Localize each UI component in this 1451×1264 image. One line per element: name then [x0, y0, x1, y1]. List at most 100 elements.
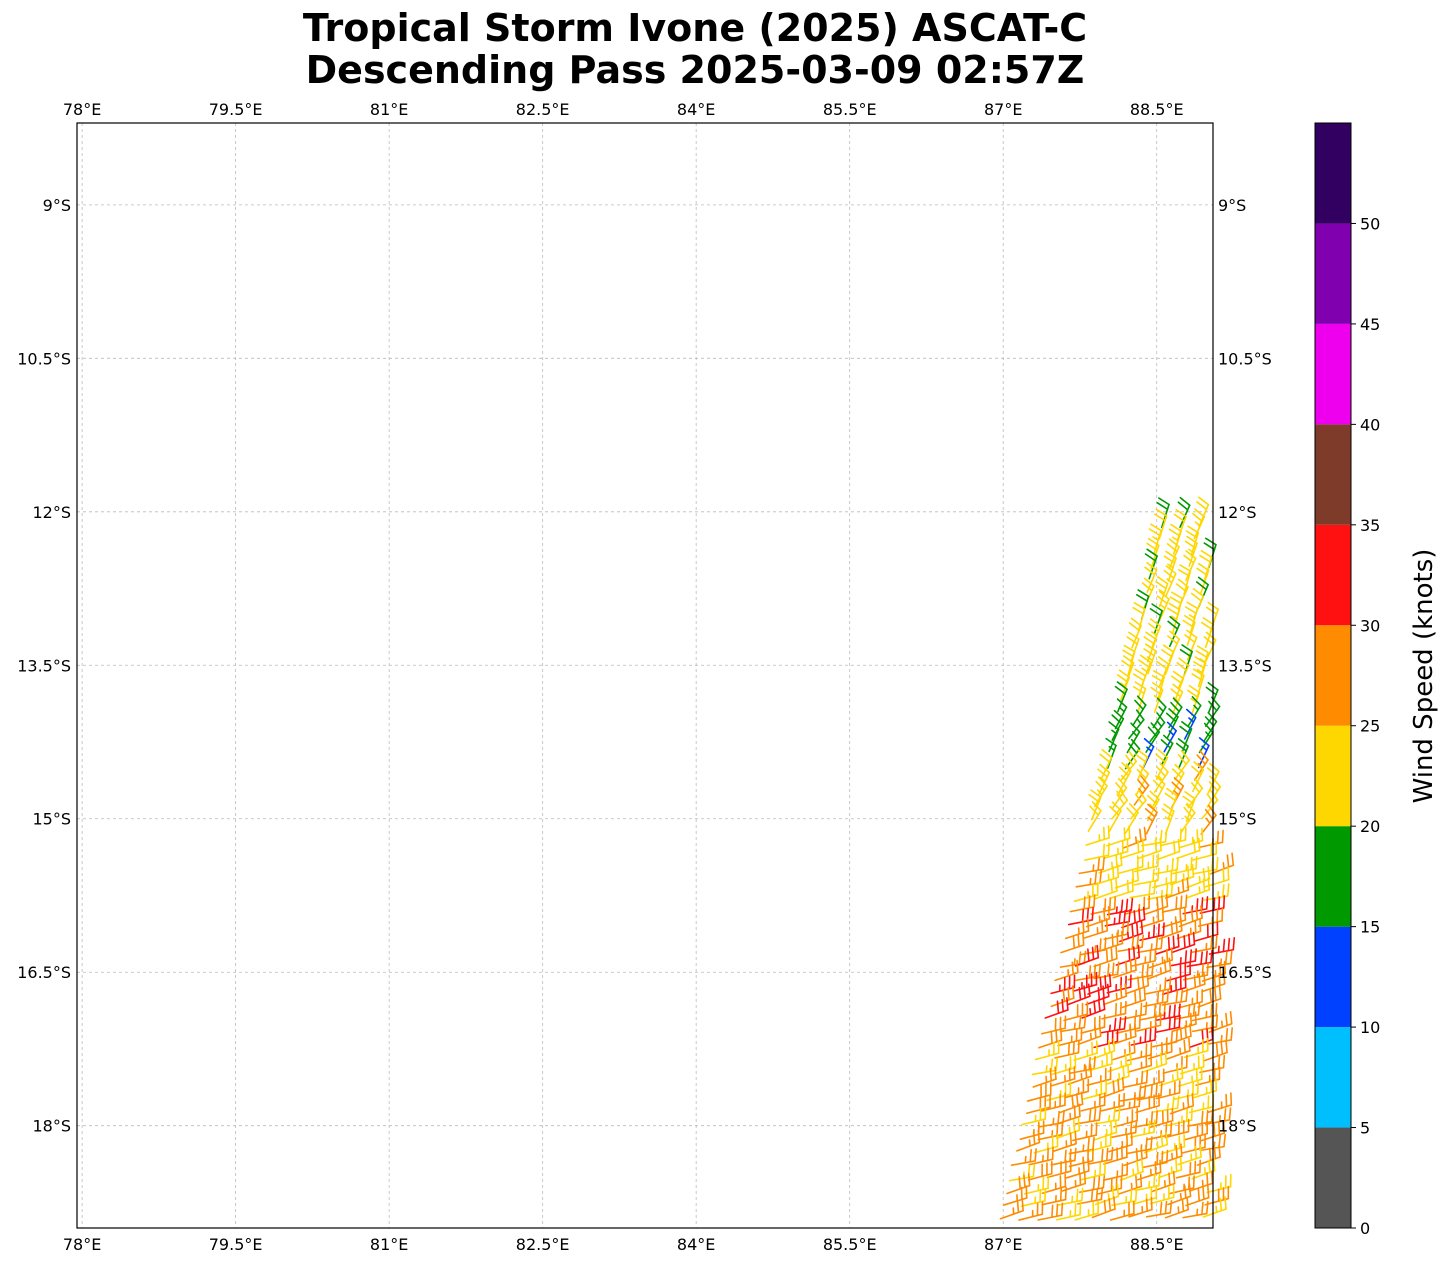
wind-barb-395: [1109, 1200, 1135, 1221]
colorbar-tick-9: 45: [1360, 315, 1380, 334]
wind-barb-254: [1130, 1027, 1157, 1046]
wind-barb-351: [1158, 1143, 1183, 1165]
wind-barb-390: [1018, 1201, 1044, 1221]
wind-barb-151: [1186, 866, 1211, 889]
wind-barb-137: [1078, 856, 1105, 875]
wind-barb-94: [1193, 750, 1209, 781]
x-tick-top-5: 85.5°E: [823, 100, 877, 119]
wind-barb-312: [1056, 1103, 1081, 1125]
wind-barb-309: [1207, 1092, 1233, 1113]
wind-barb-52: [1176, 657, 1190, 689]
wind-barb-305: [1135, 1092, 1160, 1114]
x-tick-bottom-4: 84°E: [677, 1235, 715, 1254]
colorbar-tick-10: 50: [1360, 214, 1380, 233]
chart-title: Tropical Storm Ivone (2025) ASCAT-C: [302, 6, 1088, 50]
wind-barb-260: [1054, 1039, 1080, 1059]
wind-barb-366: [1023, 1175, 1050, 1195]
wind-barb-100: [1191, 761, 1205, 793]
wind-barb-130: [1084, 842, 1110, 861]
wind-barb-165: [1143, 893, 1169, 916]
wind-barb-179: [1103, 921, 1129, 941]
y-tick-right-0: 9°S: [1218, 196, 1246, 215]
wind-barb-339: [1143, 1131, 1169, 1154]
wind-barb-196: [1093, 945, 1118, 968]
wind-barb-343: [1010, 1148, 1037, 1167]
colorbar-tick-8: 40: [1360, 415, 1380, 434]
colorbar-tick-6: 30: [1360, 616, 1380, 635]
wind-barb-352: [1177, 1144, 1202, 1166]
wind-barb-394: [1091, 1196, 1116, 1219]
wind-barb-63: [1187, 684, 1201, 716]
wind-barb-372: [1134, 1172, 1161, 1192]
wind-barb-208: [1147, 957, 1172, 980]
wind-barb-204: [1074, 963, 1102, 982]
wind-barb-393: [1074, 1200, 1100, 1221]
wind-barb-146: [1094, 864, 1120, 886]
wind-barb-88: [1197, 737, 1210, 769]
wind-barb-253: [1112, 1023, 1137, 1045]
colorbar-segment-8: [1315, 323, 1351, 425]
wind-barb-240: [1059, 1014, 1087, 1033]
y-tick-right-5: 16.5°S: [1218, 963, 1272, 982]
wind-barb-335: [1068, 1136, 1095, 1155]
wind-barb-228: [1177, 989, 1203, 1009]
wind-barb-348: [1103, 1144, 1128, 1165]
wind-barb-379: [1041, 1186, 1067, 1206]
wind-barb-124: [1106, 825, 1131, 847]
wind-barb-141: [1152, 856, 1179, 875]
y-tick-right-4: 15°S: [1218, 810, 1257, 829]
y-tick-right-1: 10.5°S: [1218, 349, 1272, 368]
y-tick-left-6: 18°S: [32, 1117, 71, 1136]
wind-barb-362: [1157, 1157, 1183, 1179]
y-tick-labels: 9°S 9°S 10.5°S 10.5°S 12°S 12°S 13.5°S 13.5°S 15…: [17, 196, 1272, 1136]
wind-barb-223: [1085, 983, 1110, 1006]
colorbar-segment-1: [1315, 1027, 1351, 1128]
wind-barb-73: [1149, 712, 1166, 743]
wind-barb-76: [1202, 711, 1218, 743]
wind-barb-180: [1119, 920, 1144, 943]
wind-barb-53: [1193, 656, 1207, 688]
x-tick-bottom-1: 79.5°E: [209, 1235, 263, 1254]
y-tick-left-4: 15°S: [32, 810, 71, 829]
x-tick-bottom-0: 78°E: [63, 1235, 101, 1254]
wind-barb-135: [1176, 837, 1201, 860]
wind-barb-233: [1101, 1000, 1127, 1020]
wind-barb-89: [1099, 748, 1113, 780]
wind-barb-55: [1132, 668, 1147, 700]
wind-barb-389: [999, 1197, 1024, 1220]
colorbar-tick-0: 0: [1360, 1219, 1370, 1238]
wind-barb-43: [1203, 631, 1217, 663]
wind-barb-123: [1085, 825, 1110, 846]
wind-barb-292: [1082, 1080, 1107, 1101]
wind-barb-178: [1083, 917, 1109, 939]
wind-barb-399: [1182, 1200, 1209, 1219]
wind-barb-87: [1175, 738, 1189, 770]
wind-barb-287: [1177, 1066, 1203, 1087]
wind-barb-363: [1175, 1159, 1202, 1179]
wind-barb-388: [1204, 1185, 1230, 1206]
wind-barb-5: [1192, 508, 1206, 540]
wind-barb-116: [1087, 801, 1102, 832]
wind-barb-185: [1060, 932, 1085, 954]
wind-barb-109: [1088, 789, 1102, 821]
colorbar-segment-0: [1315, 1127, 1351, 1228]
colorbar-frame: [1314, 122, 1352, 1229]
x-tick-labels: 78°E 78°E 79.5°E 79.5°E 81°E 81°E 82.5°E 82.5°E…: [63, 100, 1184, 1254]
wind-barb-176: [1197, 908, 1224, 927]
wind-barb-222: [1066, 983, 1091, 1006]
wind-barb-227: [1161, 988, 1189, 1006]
wind-barb-272: [1088, 1051, 1113, 1072]
x-tick-top-7: 88.5°E: [1130, 100, 1184, 119]
wind-barb-16: [1199, 549, 1213, 581]
wind-barb-170: [1085, 906, 1111, 928]
colorbar-tick-2: 10: [1360, 1018, 1380, 1037]
wind-barb-18: [1163, 565, 1177, 597]
wind-barb-81: [1179, 720, 1193, 753]
wind-barb-219: [1181, 971, 1206, 993]
wind-barb-98: [1153, 762, 1169, 793]
wind-barb-249: [1037, 1027, 1063, 1049]
wind-barb-181: [1139, 922, 1165, 941]
colorbar-segment-9: [1315, 223, 1351, 324]
wind-barb-231: [1063, 1001, 1089, 1022]
wind-barb-15: [1183, 550, 1197, 582]
